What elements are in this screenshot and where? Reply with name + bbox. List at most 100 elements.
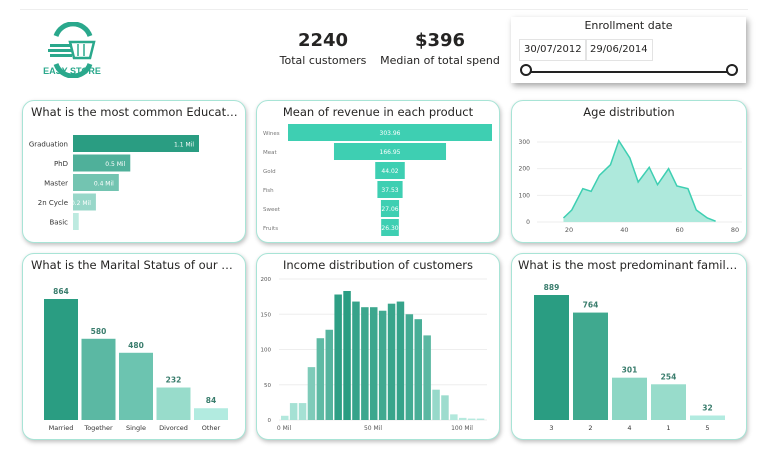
x-tick-label: 80 (731, 226, 739, 234)
bar (573, 312, 608, 420)
bar (387, 303, 396, 420)
bar (288, 124, 492, 141)
family-chart: 889 3 764 2 301 4 254 1 32 5 (534, 283, 725, 432)
slider-start-handle[interactable] (520, 64, 532, 76)
easy-store-logo (48, 22, 96, 78)
bar (423, 335, 431, 420)
x-tick-label: 50 Mil (364, 425, 382, 432)
end-date-input[interactable]: 29/06/2014 (585, 39, 653, 61)
bar (281, 415, 289, 420)
bar (73, 135, 199, 152)
bar (414, 319, 422, 420)
bar (476, 418, 485, 420)
education-card: What is the most common Education level?… (22, 100, 246, 243)
kpi-value: 2240 (297, 30, 349, 51)
category-label: Fruits (263, 226, 278, 232)
category-label: Together (83, 424, 113, 432)
kpi-value: $396 (414, 30, 466, 51)
x-tick-label: 0 Mil (277, 425, 292, 432)
bar (612, 377, 647, 420)
category-label: 2 (588, 424, 592, 432)
bar (690, 415, 725, 420)
bar (352, 301, 360, 420)
income-card: Income distribution of customers 0 50 100 1… (256, 253, 500, 440)
bar (307, 367, 316, 420)
data-label: 580 (91, 327, 107, 336)
category-label: 3 (549, 424, 553, 432)
category-label: Other (202, 424, 221, 432)
bar (467, 418, 476, 420)
bar (450, 414, 458, 420)
bar (396, 301, 405, 420)
data-label: 889 (544, 283, 560, 292)
x-tick-label: 60 (676, 226, 684, 234)
marital-card: What is the Marital Status of our custom… (22, 253, 246, 440)
age-card: Age distribution 0 100 200 300 20 40 60 80 (511, 100, 747, 243)
data-label: 254 (661, 372, 677, 381)
data-label: 26.30 (381, 225, 398, 232)
kpi-total-customers: 2240 Total customers (278, 30, 368, 67)
y-tick-label: 0 (268, 418, 272, 424)
start-date-input[interactable]: 30/07/2012 (519, 39, 587, 61)
data-label: 301 (622, 366, 638, 375)
bar (73, 174, 119, 191)
bar (534, 295, 569, 420)
bar (651, 384, 686, 420)
bar (459, 417, 467, 420)
kpi-median-spend: $396 Median of total spend (380, 30, 500, 67)
area-line (562, 138, 716, 222)
bar (194, 408, 228, 420)
bar (298, 403, 307, 420)
revenue-card: Mean of revenue in each product Wines 303… (256, 100, 500, 243)
category-label: Basic (49, 219, 68, 227)
bar (73, 213, 79, 230)
category-label: Wines (263, 131, 280, 137)
bar (325, 329, 333, 420)
bar (44, 299, 78, 420)
x-tick-label: 20 (565, 226, 573, 234)
category-label: Fish (263, 188, 274, 194)
y-tick-label: 0 (526, 219, 530, 226)
bar (156, 387, 191, 420)
family-card: What is the most predominant family size… (511, 253, 747, 440)
data-label: 84 (206, 396, 216, 405)
y-tick-label: 100 (519, 192, 531, 199)
data-label: 32 (702, 404, 712, 413)
bar (380, 200, 400, 217)
category-label: Divorced (159, 424, 188, 432)
bar (377, 181, 403, 198)
category-label: 5 (705, 424, 709, 432)
y-tick-label: 200 (261, 277, 272, 283)
data-label: 1.1 Mil (174, 142, 194, 149)
age-chart: 0 100 200 300 20 40 60 80 (519, 138, 742, 234)
category-label: 2n Cycle (38, 199, 68, 207)
category-label: 1 (666, 424, 670, 432)
data-label: 232 (166, 376, 182, 385)
kpi-label: Total customers (279, 54, 367, 67)
bar (333, 143, 447, 160)
category-label: Married (49, 424, 74, 432)
category-label: Graduation (29, 141, 68, 149)
bar (370, 307, 378, 420)
category-label: Sweet (263, 207, 281, 213)
data-label: 480 (128, 341, 144, 350)
bar (289, 403, 298, 420)
education-chart: Graduation 1.1 Mil PhD 0.5 Mil Master 0.4 Mil… (29, 135, 199, 230)
kpi-label: Median of total spend (380, 54, 500, 67)
category-label: Single (126, 424, 146, 432)
bar (432, 389, 440, 420)
revenue-chart: Wines 303.96 Meat 166.95 Gold 44.02 Fish 37.53 S… (263, 124, 492, 236)
category-label: Gold (263, 169, 276, 175)
category-label: PhD (54, 160, 68, 168)
slider-track[interactable] (527, 71, 734, 73)
data-label: 764 (583, 301, 599, 310)
bar (405, 314, 414, 420)
category-label: Meat (263, 150, 277, 156)
data-label: 44.02 (381, 168, 398, 175)
slider-end-handle[interactable] (726, 64, 738, 76)
bar (361, 307, 369, 420)
data-label: 37.53 (381, 187, 398, 194)
bar (81, 338, 116, 420)
bar (378, 310, 387, 420)
bar (375, 162, 405, 179)
